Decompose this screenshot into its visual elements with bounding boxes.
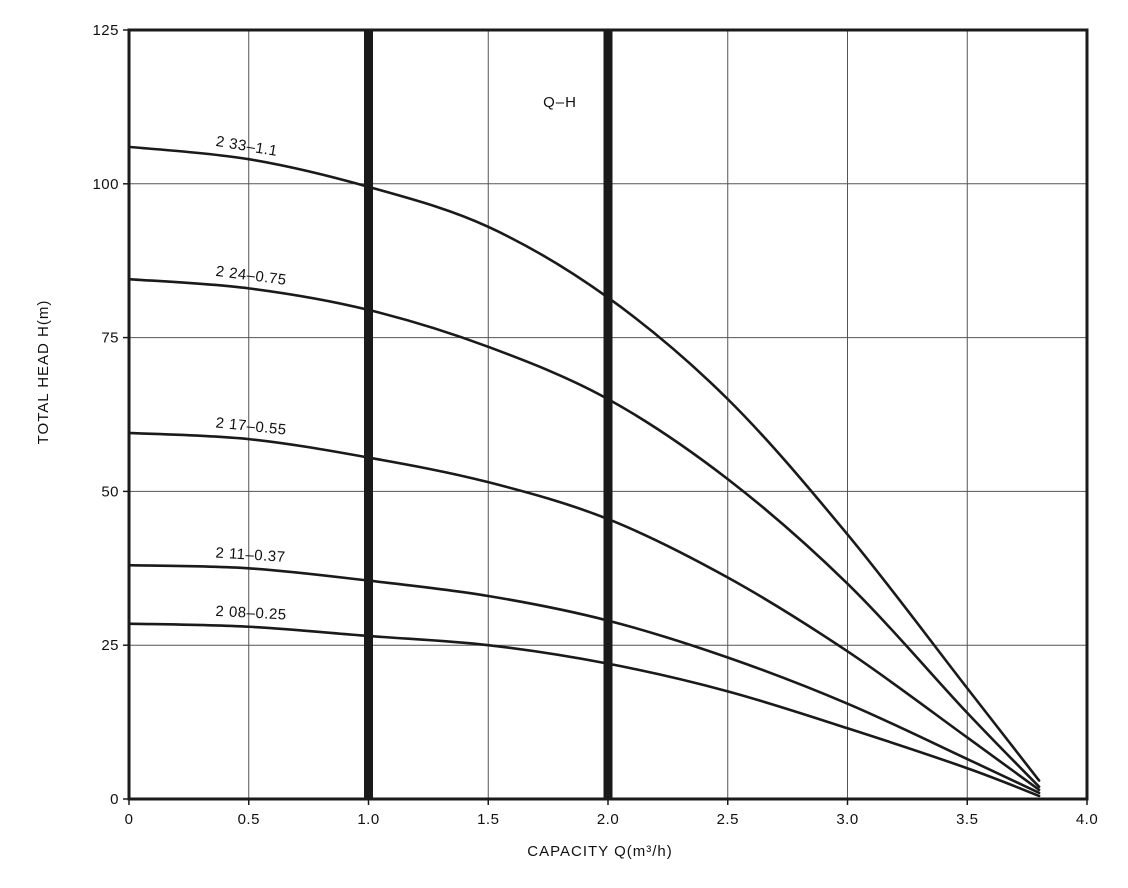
x-tick-label: 1.0 [357,811,379,828]
x-axis-ticks: 0 0.5 1.0 1.5 2.0 2.5 3.0 3.5 4.0 [125,799,1098,828]
series-labels: 2 33–1.12 24–0.752 17–0.552 11–0.372 08–… [215,133,288,624]
y-axis-title: TOTAL HEAD H(m) [35,300,52,445]
series-line [127,145,1041,782]
series-line [127,277,1041,788]
y-tick-label: 50 [101,483,119,500]
y-tick-label: 25 [101,637,119,654]
x-tick-label: 3.0 [836,811,858,828]
x-tick-label: 1.5 [477,811,499,828]
series-line [127,431,1041,792]
x-tick-label: 3.5 [956,811,978,828]
series-line [127,622,1041,798]
series-label: 2 11–0.37 [215,544,286,565]
x-tick-label: 4.0 [1076,811,1098,828]
x-tick-label: 0.5 [238,811,260,828]
series-label: 2 17–0.55 [215,414,288,438]
y-axis-ticks: 0 25 50 75 100 125 [92,22,129,808]
highlight-lines [364,30,613,799]
y-tick-label: 0 [110,791,119,808]
y-tick-label: 125 [92,22,119,39]
x-tick-label: 0 [125,811,134,828]
y-tick-label: 100 [92,176,119,193]
y-tick-label: 75 [101,330,119,347]
chart-title: Q–H [543,94,577,111]
x-tick-label: 2.5 [717,811,739,828]
series-line [127,563,1041,795]
series-label: 2 08–0.25 [215,603,287,624]
series-group [127,145,1041,798]
x-tick-label: 2.0 [597,811,619,828]
x-axis-title: CAPACITY Q(m³/h) [527,843,672,860]
